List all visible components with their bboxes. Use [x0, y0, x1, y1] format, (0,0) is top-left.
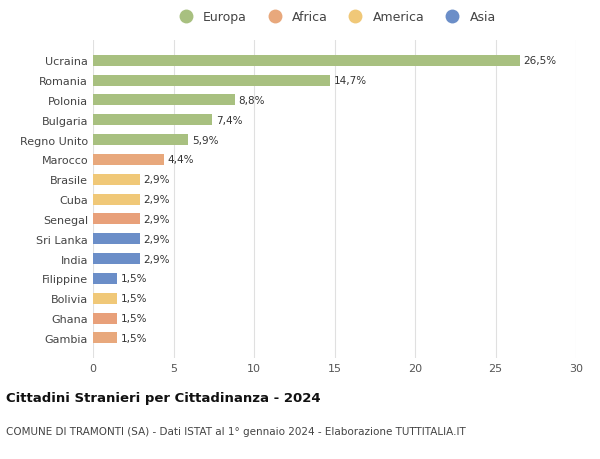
Bar	[93, 95, 235, 106]
Text: 2,9%: 2,9%	[144, 234, 170, 244]
Text: Cittadini Stranieri per Cittadinanza - 2024: Cittadini Stranieri per Cittadinanza - 2…	[6, 392, 320, 405]
Bar	[93, 135, 188, 146]
Bar	[93, 214, 140, 225]
Bar	[93, 115, 212, 126]
Bar	[93, 313, 117, 324]
Text: COMUNE DI TRAMONTI (SA) - Dati ISTAT al 1° gennaio 2024 - Elaborazione TUTTITALI: COMUNE DI TRAMONTI (SA) - Dati ISTAT al …	[6, 426, 466, 436]
Bar	[93, 274, 117, 284]
Bar	[93, 194, 140, 205]
Text: 4,4%: 4,4%	[168, 155, 194, 165]
Text: 1,5%: 1,5%	[121, 274, 148, 284]
Bar	[93, 174, 140, 185]
Bar	[93, 293, 117, 304]
Text: 8,8%: 8,8%	[239, 96, 265, 106]
Bar	[93, 75, 329, 86]
Bar	[93, 253, 140, 264]
Text: 7,4%: 7,4%	[216, 116, 242, 125]
Bar	[93, 234, 140, 245]
Text: 2,9%: 2,9%	[144, 175, 170, 185]
Text: 1,5%: 1,5%	[121, 333, 148, 343]
Text: 26,5%: 26,5%	[524, 56, 557, 66]
Text: 1,5%: 1,5%	[121, 313, 148, 324]
Text: 5,9%: 5,9%	[192, 135, 218, 146]
Text: 2,9%: 2,9%	[144, 254, 170, 264]
Text: 14,7%: 14,7%	[334, 76, 367, 86]
Text: 1,5%: 1,5%	[121, 294, 148, 303]
Bar	[93, 155, 164, 166]
Bar	[93, 333, 117, 344]
Legend: Europa, Africa, America, Asia: Europa, Africa, America, Asia	[173, 11, 496, 24]
Text: 2,9%: 2,9%	[144, 214, 170, 224]
Text: 2,9%: 2,9%	[144, 195, 170, 205]
Bar	[93, 56, 520, 67]
